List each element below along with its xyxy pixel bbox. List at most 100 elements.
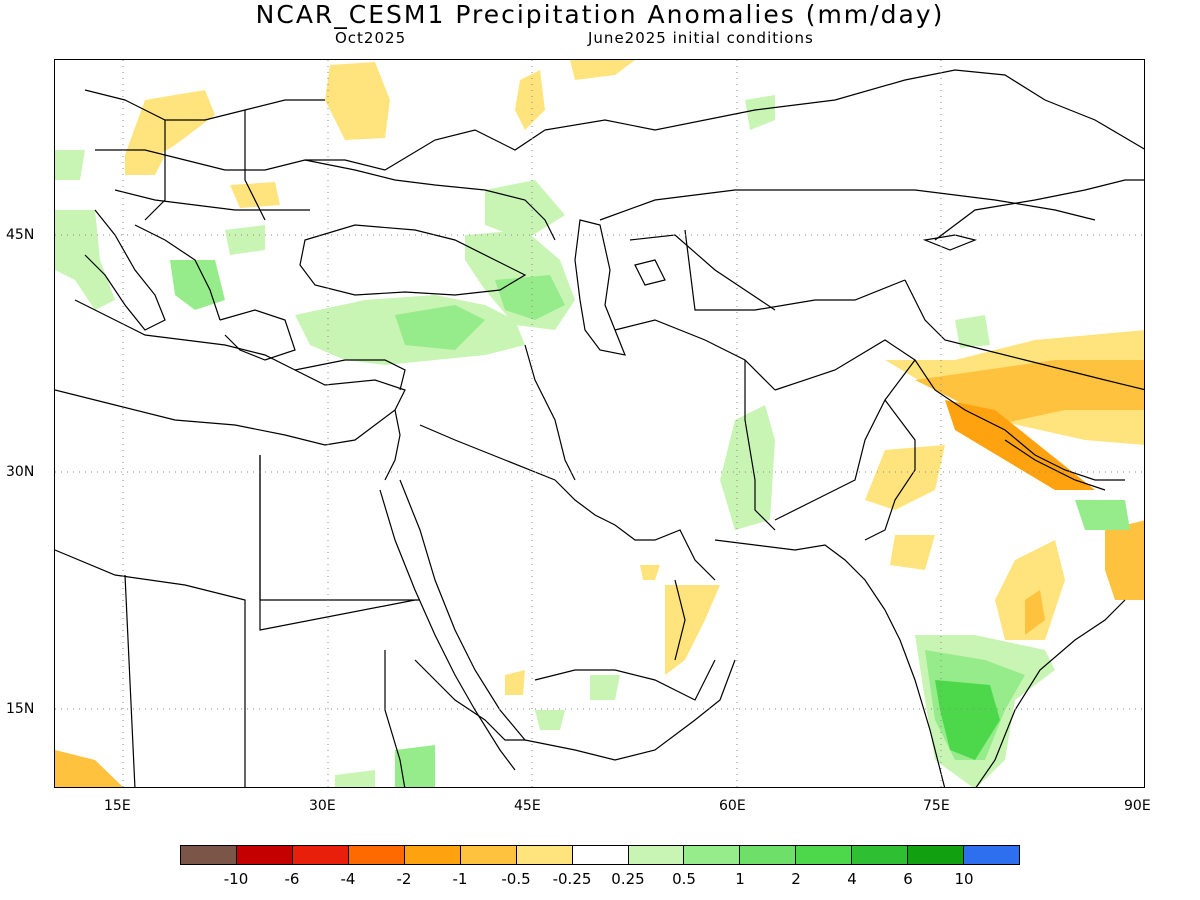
india-west-coast [884, 609, 946, 787]
nepal-border [1004, 439, 1106, 491]
wet-anomaly-iran [720, 405, 775, 530]
dry-anomaly-balkan-n [125, 155, 165, 175]
legend-label: 2 [791, 870, 801, 888]
dry-anomaly-pakistan [865, 445, 945, 510]
adriatic-coast [134, 224, 221, 321]
dry-anomaly-balkans [230, 182, 280, 208]
forecast-month: Oct2025 [335, 29, 407, 47]
africa-border-4 [124, 574, 136, 787]
legend-swatch [684, 846, 741, 864]
legend-swatch [796, 846, 853, 864]
legend-swatch [964, 846, 1020, 864]
legend-label: -6 [284, 870, 300, 888]
legend-label: -0.25 [552, 870, 592, 888]
wet-anomaly-balkans [170, 260, 225, 310]
lat-label-45n: 45N [6, 227, 35, 243]
lon-label-45e: 45E [514, 798, 541, 814]
kazakh-border [599, 189, 1096, 221]
europe-borders-3 [114, 189, 310, 211]
oman-saudi-border [674, 579, 686, 661]
lon-label-90e: 90E [1124, 798, 1151, 814]
wet-anomaly-yemen-s [590, 675, 620, 700]
europe-borders-1 [84, 89, 325, 121]
dry-anomaly-himalaya-strong [945, 400, 1095, 490]
wet-anomaly-sudan [395, 745, 435, 787]
dry-anomaly-india-center [1025, 590, 1045, 635]
legend-swatch [516, 846, 573, 864]
persian-gulf [554, 479, 716, 581]
legend-swatch [292, 846, 349, 864]
africa-border-1 [55, 549, 246, 630]
turkey-south-coast [294, 359, 406, 391]
turkmen-border [614, 319, 776, 391]
legend-label: -4 [340, 870, 356, 888]
legend-label: -1 [452, 870, 468, 888]
saudi-yemen-border [534, 669, 615, 681]
lon-label-60e: 60E [719, 798, 746, 814]
arabian-sea-coast [714, 539, 886, 611]
legend-swatch [852, 846, 909, 864]
legend-swatch [908, 846, 965, 864]
russia-ukraine-border [484, 189, 556, 241]
russia-west-border [384, 129, 546, 171]
legend-label: 0.5 [672, 870, 696, 888]
legend-label: 10 [954, 870, 974, 888]
dry-anomaly-bengal [1105, 520, 1144, 600]
iran-afghan-border [744, 360, 776, 531]
europe-borders-4 [144, 120, 166, 221]
legend-label: -0.5 [501, 870, 531, 888]
iran-iraq-border [524, 344, 576, 481]
sudan-ethiopia-border [384, 650, 406, 787]
legend-swatch [460, 846, 517, 864]
wet-anomaly-kazakh [745, 95, 775, 130]
legend-swatch [572, 846, 629, 864]
aral-sea [634, 259, 666, 286]
italy-coast [84, 209, 166, 331]
india-east-coast [975, 599, 1126, 787]
dry-anomaly-belarus [325, 62, 390, 140]
yemen-oman-border [614, 659, 716, 701]
lat-label-30n: 30N [6, 464, 35, 480]
china-west-border [904, 279, 1144, 391]
dry-anomaly-europe-nw [125, 90, 215, 170]
legend-swatch [236, 846, 293, 864]
arabia-border-iraq [419, 424, 556, 481]
uzbek-border [629, 234, 776, 311]
initial-conditions-note: June2025 initial conditions [588, 29, 814, 47]
mediterranean-coast [55, 299, 406, 446]
wet-anomaly-caucasus-core [495, 275, 565, 320]
legend-label: 0.25 [611, 870, 645, 888]
wet-anomaly-france [55, 150, 85, 180]
lon-label-15e: 15E [104, 798, 131, 814]
kazakh-east-border [684, 229, 906, 311]
lon-label-75e: 75E [923, 798, 950, 814]
map-canvas [55, 60, 1144, 787]
legend-label: -2 [396, 870, 412, 888]
legend-label: 1 [735, 870, 745, 888]
africa-border-2 [259, 455, 416, 631]
black-sea-coast [299, 224, 527, 296]
map-title: NCAR_CESM1 Precipitation Anomalies (mm/d… [255, 0, 945, 29]
legend-swatch [348, 846, 405, 864]
levant-coast [384, 409, 401, 481]
dry-anomaly-yemen [505, 670, 525, 695]
lat-label-15n: 15N [6, 701, 35, 717]
gulf-of-aden [524, 659, 736, 761]
wet-anomaly-turkey-core [395, 305, 485, 350]
dry-anomaly-oman [665, 585, 720, 675]
wet-anomaly-tibet [955, 315, 990, 348]
wet-anomaly-ethiopia [535, 710, 565, 730]
wet-anomaly-africa-w [335, 770, 375, 787]
eritrea-ethiopia-border [414, 659, 525, 741]
lake-balkhash [922, 234, 977, 251]
europe-borders-5 [244, 110, 266, 221]
russia-kazakh-north [544, 69, 1144, 150]
dry-anomaly-africa-sw [55, 750, 123, 787]
legend-swatch [628, 846, 685, 864]
wet-anomaly-hungary [225, 225, 265, 255]
legend-label: -10 [223, 870, 249, 888]
wet-anomaly-east-india [1075, 500, 1130, 530]
red-sea-west [379, 489, 516, 771]
lon-label-30e: 30E [309, 798, 336, 814]
mongolia-border [934, 179, 1144, 241]
